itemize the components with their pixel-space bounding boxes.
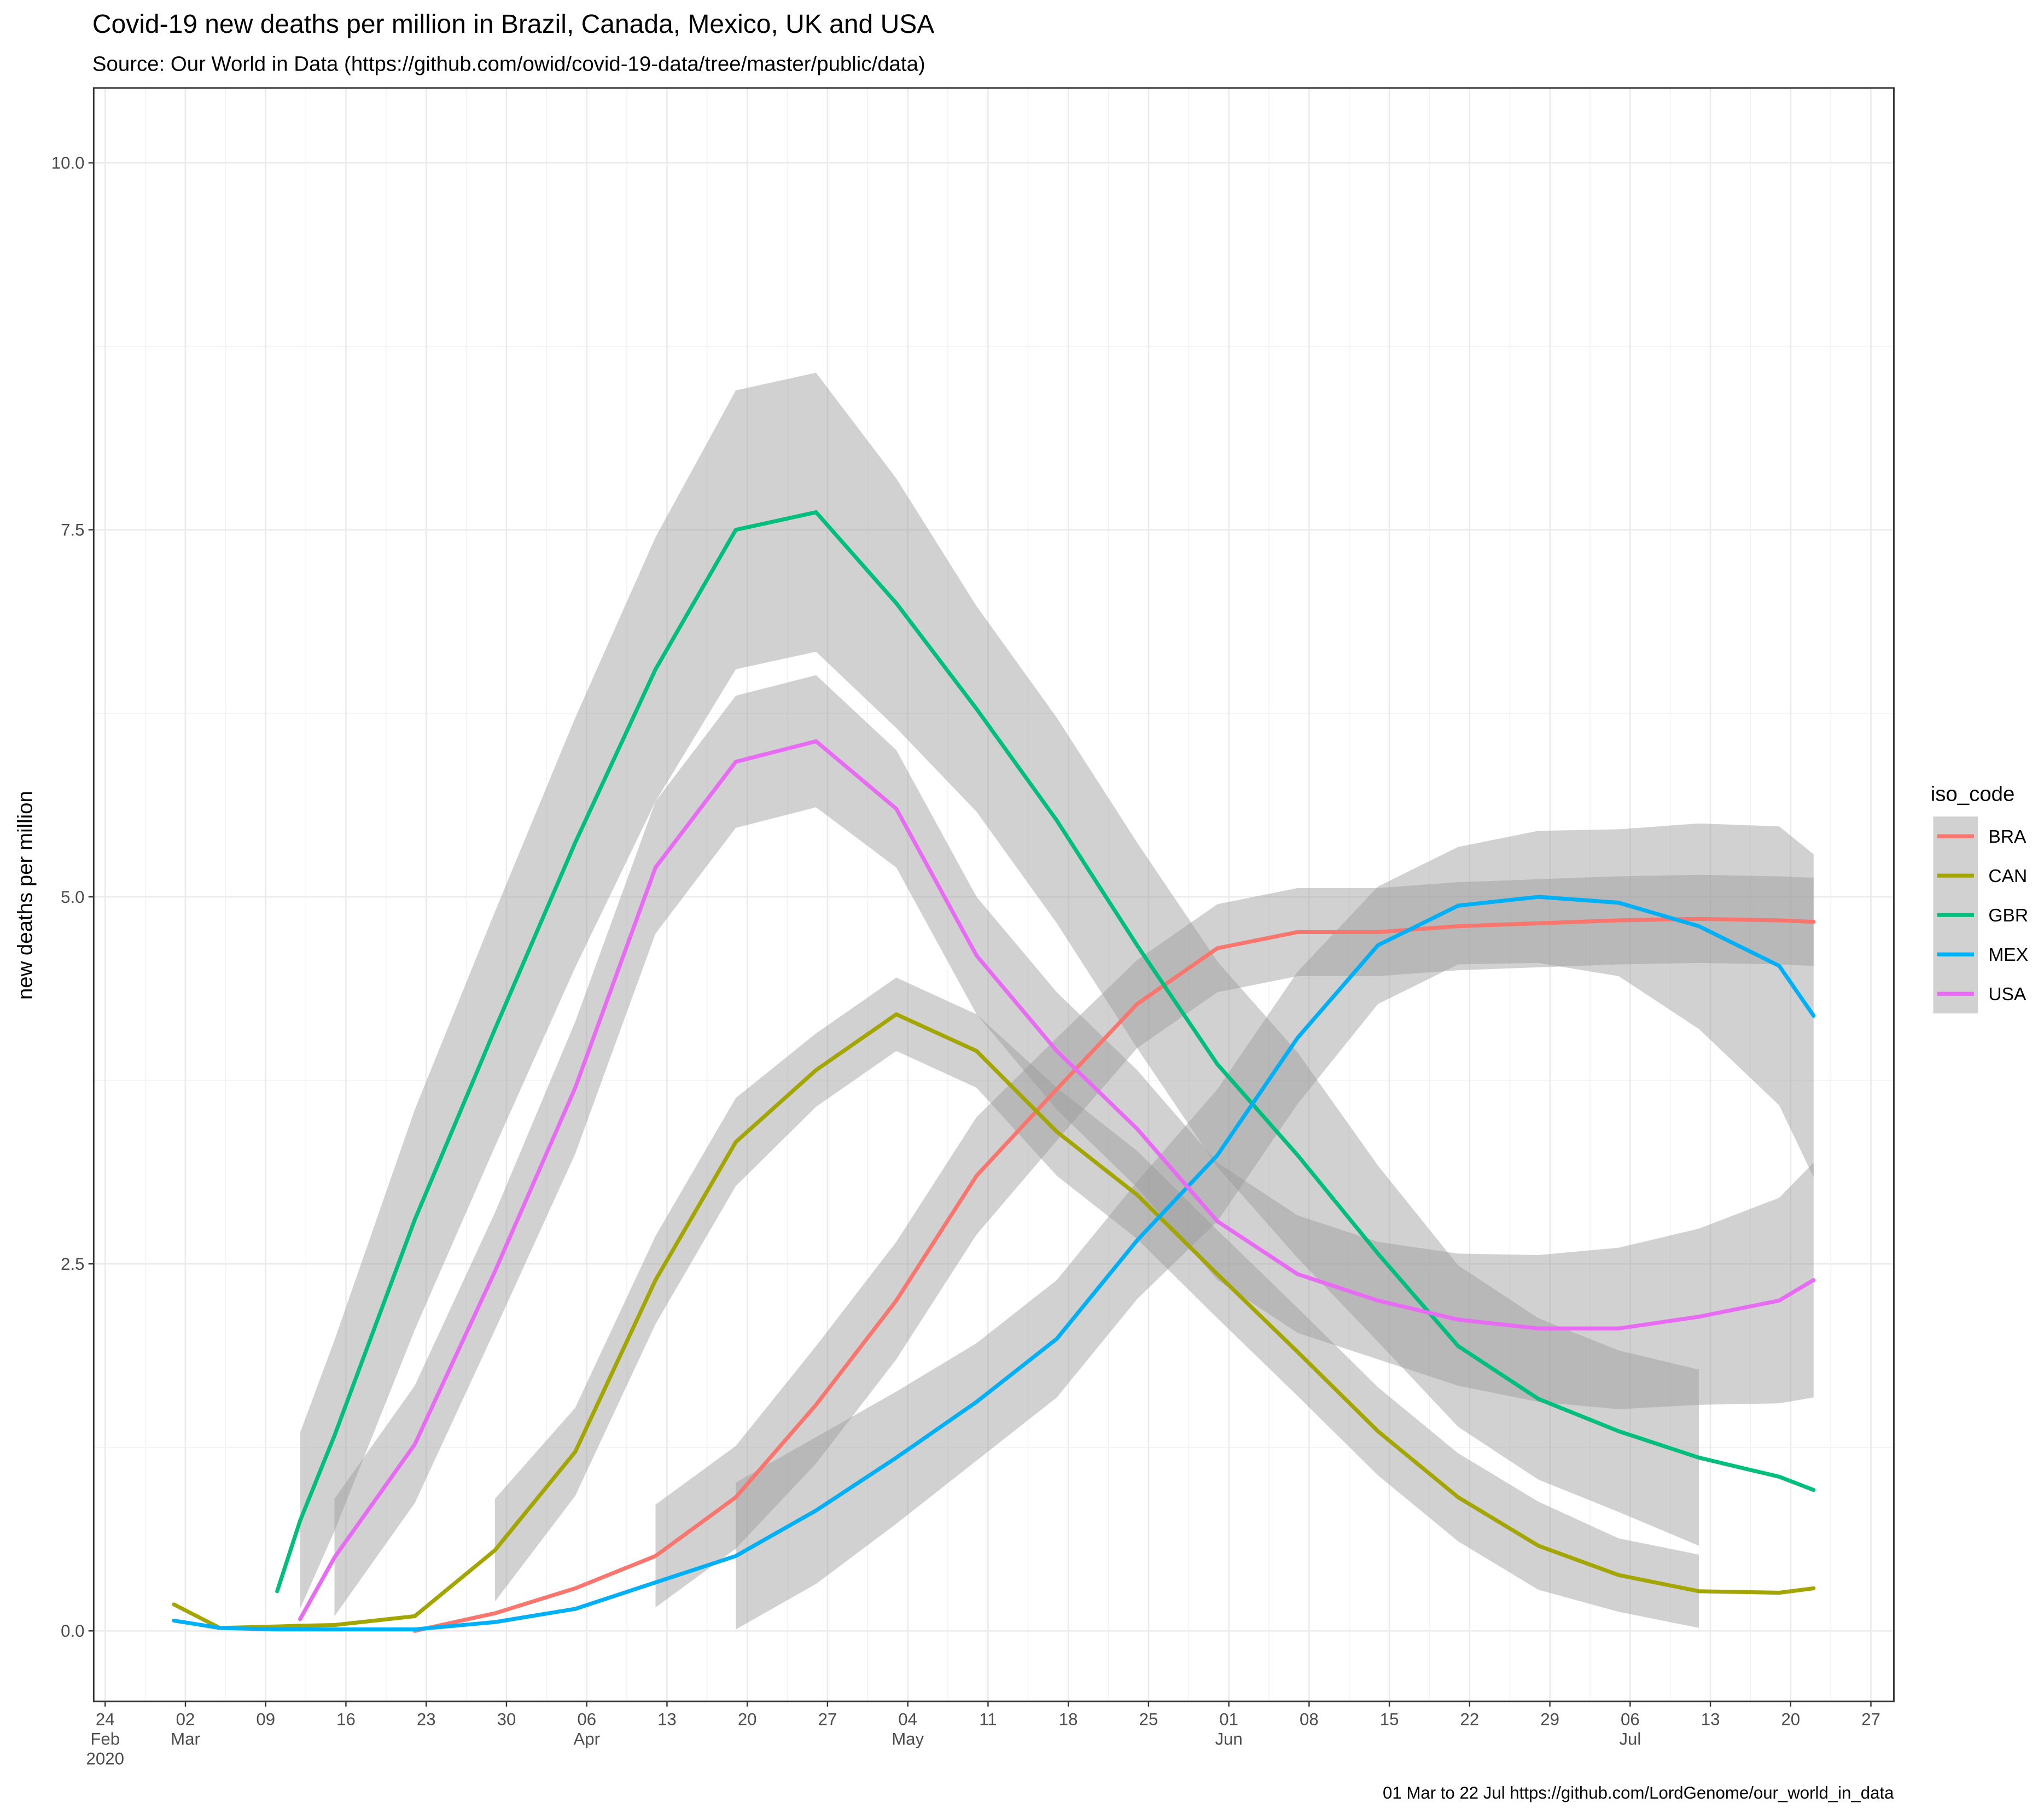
legend-title: iso_code bbox=[1931, 782, 2015, 806]
x-tick-label: 02 Mar bbox=[171, 1709, 200, 1748]
legend-label: GBR bbox=[1988, 906, 2028, 926]
confidence-band bbox=[334, 675, 1814, 1617]
legend-label: USA bbox=[1988, 984, 2026, 1005]
x-tick-label: 29 bbox=[1540, 1709, 1559, 1729]
x-tick-label: 04 May bbox=[892, 1709, 924, 1748]
legend-label: MEX bbox=[1988, 945, 2028, 965]
confidence-band bbox=[736, 823, 1814, 1630]
y-axis-label: new deaths per million bbox=[13, 791, 37, 1000]
x-tick-label: 27 bbox=[1861, 1709, 1880, 1729]
y-tick-label: 7.5 bbox=[61, 521, 84, 540]
series-line bbox=[298, 739, 1816, 1621]
y-tick-label: 5.0 bbox=[61, 888, 84, 907]
plot-area: 0.0 2.5 5.0 7.5 10.0 24 Feb 2020 02 Mar 09 16 23 30 06… bbox=[51, 87, 1895, 1768]
legend-label: BRA bbox=[1988, 827, 2026, 847]
x-tick-label: 22 bbox=[1460, 1709, 1480, 1729]
x-tick-label: 06 Apr bbox=[573, 1709, 600, 1748]
x-tick-label: 20 bbox=[738, 1709, 757, 1729]
x-tick-label: 20 bbox=[1781, 1709, 1800, 1729]
series-line bbox=[172, 895, 1816, 1632]
series-line bbox=[275, 510, 1816, 1594]
x-tick-label: 18 bbox=[1059, 1709, 1078, 1729]
chart-subtitle: Source: Our World in Data (https://githu… bbox=[92, 52, 925, 76]
confidence-band bbox=[655, 874, 1814, 1608]
x-tick-label: 25 bbox=[1139, 1709, 1158, 1729]
x-tick-label: 24 Feb 2020 bbox=[86, 1709, 124, 1768]
x-tick-label: 09 bbox=[256, 1709, 275, 1729]
x-tick-label: 11 bbox=[979, 1709, 997, 1729]
caption: 01 Mar to 22 Jul https://github.com/Lord… bbox=[1383, 1783, 1894, 1802]
legend: iso_code BRA CAN GBR MEX USA bbox=[1931, 782, 2028, 1014]
legend-label: CAN bbox=[1988, 866, 2027, 886]
x-tick-label: 13 bbox=[1701, 1709, 1720, 1729]
confidence-band bbox=[494, 977, 1699, 1628]
plot-border bbox=[92, 87, 1895, 1702]
x-tick-label: 13 bbox=[657, 1709, 677, 1729]
series-line bbox=[412, 917, 1816, 1633]
x-tick-label: 16 bbox=[336, 1709, 356, 1729]
y-tick-label: 2.5 bbox=[61, 1254, 84, 1274]
x-tick-label: 01 Jun bbox=[1215, 1709, 1242, 1748]
series-line bbox=[172, 1012, 1816, 1630]
x-tick-label: 06 Jul bbox=[1619, 1709, 1641, 1748]
x-tick-label: 27 bbox=[818, 1709, 837, 1729]
x-tick-label: 08 bbox=[1300, 1709, 1319, 1729]
y-tick-label: 10.0 bbox=[51, 154, 85, 173]
x-tick-label: 15 bbox=[1380, 1709, 1399, 1729]
x-tick-label: 30 bbox=[497, 1709, 516, 1729]
chart-title: Covid-19 new deaths per million in Brazi… bbox=[92, 10, 934, 39]
x-tick-label: 23 bbox=[417, 1709, 436, 1729]
y-tick-label: 0.0 bbox=[61, 1621, 84, 1641]
